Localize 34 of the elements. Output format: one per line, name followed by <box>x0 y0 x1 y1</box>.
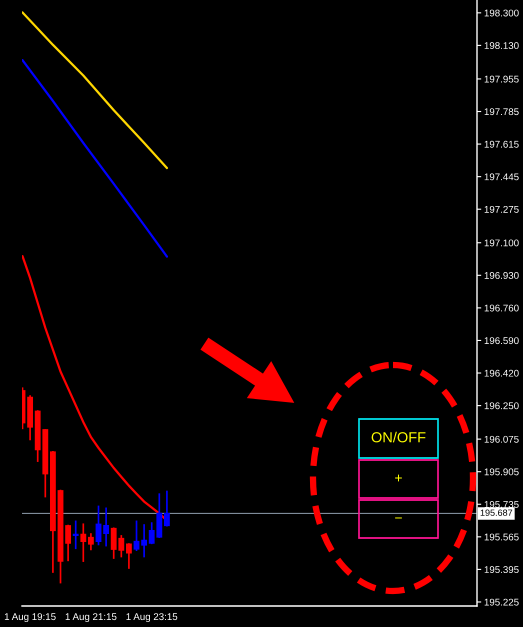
candlestick <box>118 534 124 558</box>
y-tick-label: 195.395 <box>484 566 519 574</box>
y-tick-label: 196.075 <box>484 436 519 443</box>
x-tick-label: 1 Aug 19:15 <box>4 613 56 622</box>
y-tick-label: 196.930 <box>484 272 519 279</box>
candlestick <box>72 520 79 550</box>
candlestick <box>148 521 155 545</box>
y-tick-label: 198.130 <box>484 42 519 50</box>
candlestick <box>156 492 162 539</box>
candlestick <box>164 490 170 528</box>
y-tick-label: 196.760 <box>484 304 519 312</box>
candlestick <box>80 522 86 563</box>
annotation: + <box>395 474 402 482</box>
candlestick <box>126 542 132 570</box>
x-tick-label: 1 Aug 21:15 <box>66 613 116 622</box>
candlestick <box>88 532 94 552</box>
ref-line-label: 195.687 <box>480 509 512 516</box>
x-tick-label: 1 Aug 23:15 <box>126 613 178 622</box>
y-tick-label: 196.420 <box>484 370 519 377</box>
y-tick-label: 197.615 <box>484 140 519 148</box>
y-tick-label: 197.100 <box>484 239 519 246</box>
y-tick-label: 197.785 <box>484 108 519 116</box>
y-tick-label: 196.590 <box>484 337 519 344</box>
y-tick-label: 197.955 <box>484 76 519 83</box>
y-tick-label: 195.565 <box>484 534 519 540</box>
y-tick-label: 196.250 <box>484 402 519 410</box>
y-tick-label: 198.300 <box>484 10 519 16</box>
annotation: − <box>395 517 402 518</box>
annotation: ON/OFF <box>372 432 426 442</box>
y-tick-label: 197.445 <box>484 173 519 180</box>
y-tick-label: 195.225 <box>484 598 519 606</box>
y-tick-label: 197.275 <box>484 206 519 213</box>
candlestick <box>110 526 117 560</box>
y-tick-label: 195.905 <box>484 468 519 476</box>
